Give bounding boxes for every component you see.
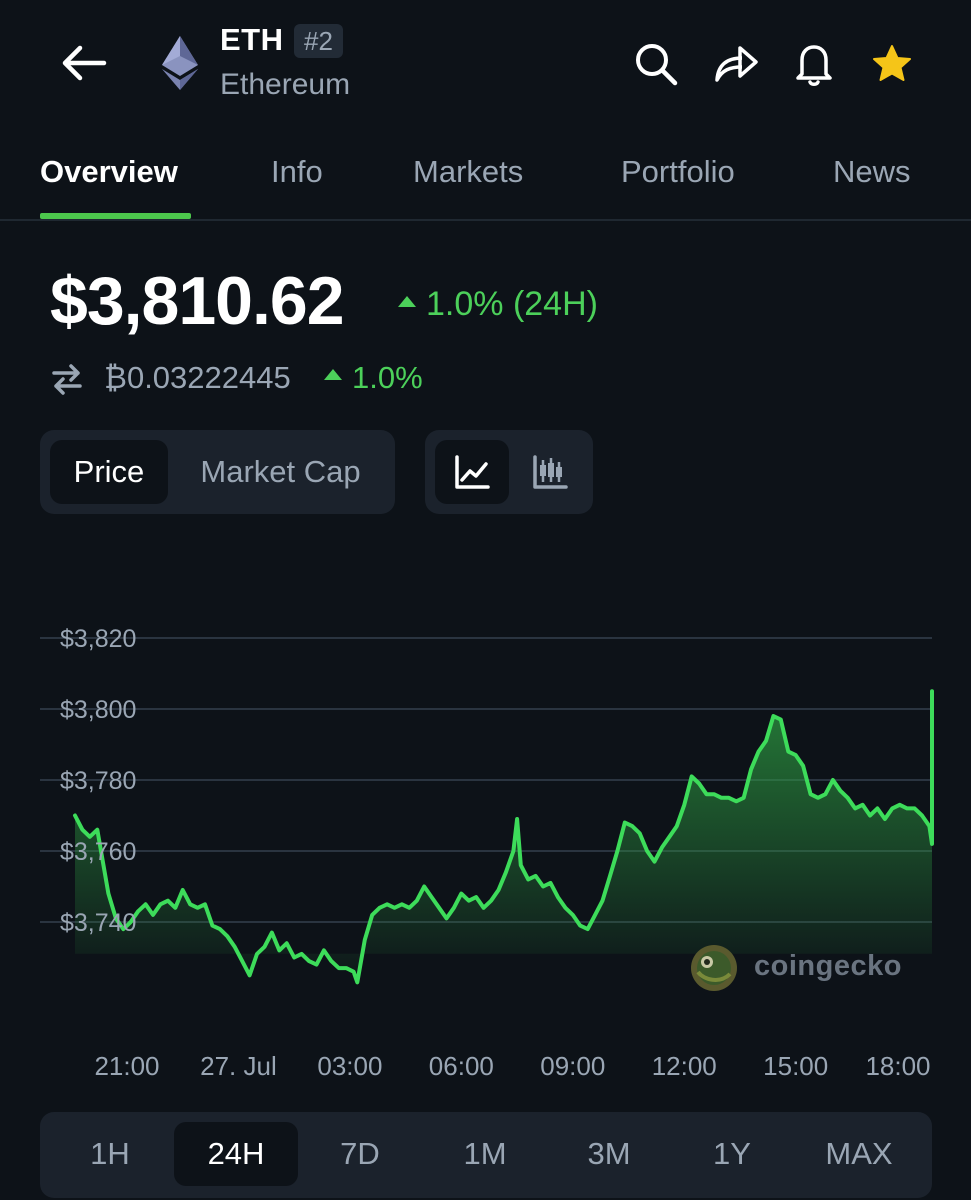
y-axis-tick-label: $3,800	[60, 696, 136, 724]
tab-markets[interactable]: Markets	[413, 154, 524, 189]
tab-portfolio[interactable]: Portfolio	[621, 154, 735, 189]
coingecko-logo-icon	[691, 945, 737, 991]
price-area-fill	[75, 691, 932, 983]
price-change-24h: 1.0% (24H)	[398, 285, 598, 324]
ethereum-logo	[162, 36, 198, 90]
price-btc: ₿0.03222445	[104, 360, 291, 395]
favorite-button[interactable]	[868, 40, 916, 88]
market-cap-toggle[interactable]: Market Cap	[200, 454, 361, 489]
share-button[interactable]	[712, 40, 760, 88]
candlestick-chart-icon	[533, 455, 568, 489]
app-header: ETH #2 Ethereum	[0, 0, 971, 130]
range-1y[interactable]: 1Y	[713, 1136, 751, 1171]
y-axis-tick-label: $3,740	[60, 909, 136, 937]
rank-badge: #2	[294, 24, 343, 58]
y-axis-tick-label: $3,760	[60, 838, 136, 866]
price-change-text: 1.0% (24H)	[426, 285, 598, 323]
coin-name: Ethereum	[220, 68, 351, 101]
line-chart-button[interactable]	[435, 440, 509, 504]
line-chart-icon	[455, 455, 490, 489]
x-axis-tick-label: 27. Jul	[200, 1051, 277, 1081]
metric-toggle: Price Market Cap	[40, 430, 395, 514]
price-usd: $3,810.62	[50, 263, 345, 339]
tab-overview[interactable]: Overview	[40, 154, 178, 189]
swap-icon	[52, 364, 82, 395]
btc-change-text: 1.0%	[352, 360, 423, 395]
back-arrow-icon	[62, 45, 107, 81]
range-1h[interactable]: 1H	[90, 1136, 130, 1171]
x-axis-tick-label: 06:00	[429, 1051, 494, 1081]
chart-type-toggle	[425, 430, 593, 514]
notifications-button[interactable]	[790, 40, 838, 88]
y-axis-tick-label: $3,820	[60, 625, 136, 653]
star-icon	[873, 45, 911, 81]
x-axis-tick-label: 18:00	[865, 1051, 930, 1081]
bell-icon	[796, 45, 832, 86]
range-7d[interactable]: 7D	[340, 1136, 380, 1171]
back-button[interactable]	[56, 38, 112, 88]
range-max[interactable]: MAX	[825, 1136, 893, 1171]
time-range-selector: 1H 24H 7D 1M 3M 1Y MAX	[40, 1112, 932, 1198]
x-axis-tick-label: 03:00	[317, 1051, 382, 1081]
tab-bar: Overview Info Markets Portfolio News	[0, 140, 971, 221]
price-line	[73, 689, 934, 985]
up-triangle-icon	[398, 295, 416, 307]
tab-info[interactable]: Info	[271, 154, 323, 189]
tab-news[interactable]: News	[833, 154, 911, 189]
range-3m[interactable]: 3M	[587, 1136, 631, 1171]
candlestick-chart-button[interactable]	[517, 440, 583, 504]
x-axis-tick-label: 12:00	[652, 1051, 717, 1081]
x-axis-tick-label: 09:00	[540, 1051, 605, 1081]
x-axis-tick-label: 21:00	[94, 1051, 159, 1081]
y-axis-tick-label: $3,780	[60, 767, 136, 795]
search-button[interactable]	[632, 40, 680, 88]
price-chart[interactable]: $3,820 $3,800 $3,780 $3,760 $3,740 21:00 27. …	[0, 600, 971, 1100]
btc-change: 1.0%	[324, 360, 423, 396]
watermark-text: coingecko	[754, 950, 902, 982]
active-tab-indicator	[40, 213, 191, 219]
range-24h[interactable]: 24H	[174, 1122, 298, 1186]
coin-symbol: ETH	[220, 22, 284, 57]
range-1m[interactable]: 1M	[463, 1136, 507, 1171]
up-triangle-icon	[324, 369, 342, 381]
share-icon	[715, 46, 758, 82]
price-toggle[interactable]: Price	[50, 440, 168, 504]
x-axis-tick-label: 15:00	[763, 1051, 828, 1081]
search-icon	[636, 44, 678, 86]
